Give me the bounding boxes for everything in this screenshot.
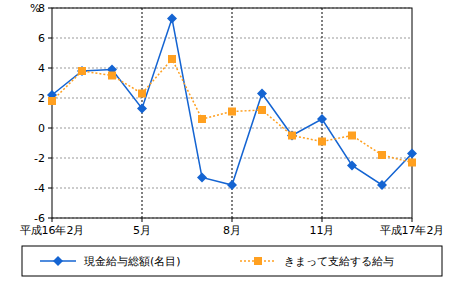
tick (48, 218, 52, 219)
point (168, 55, 176, 63)
point (197, 173, 207, 183)
point (378, 151, 386, 159)
point (108, 72, 116, 80)
tick (48, 8, 52, 9)
point (377, 180, 387, 190)
tick-label: 5月 (133, 224, 151, 237)
point (138, 90, 146, 98)
tick (52, 218, 53, 222)
axis-label: % (30, 2, 40, 15)
point (258, 106, 266, 114)
tick (48, 68, 52, 69)
point (77, 66, 87, 76)
tick-label: -2 (34, 152, 45, 165)
legend: 現金給与総額(名目) きまって支給する給与 (22, 246, 442, 276)
point (287, 131, 297, 141)
tick-label: 4 (38, 62, 45, 75)
point (407, 149, 417, 159)
tick-label: -4 (34, 182, 45, 195)
point (257, 89, 267, 99)
point (347, 161, 357, 171)
legend-label: きまって支給する給与 (284, 255, 394, 268)
point (317, 114, 327, 124)
point (78, 67, 86, 75)
point (408, 159, 416, 167)
tick-label: 平成16年2月 (20, 224, 85, 237)
tick (48, 158, 52, 159)
point (198, 115, 206, 123)
point (227, 180, 237, 190)
tick (322, 218, 323, 222)
tick (412, 218, 413, 222)
point (288, 132, 296, 140)
point (167, 14, 177, 24)
tick-label: 平成17年2月 (380, 224, 445, 237)
point (137, 104, 147, 114)
legend-marker (53, 256, 63, 266)
chart: -6-4-202468%平成16年2月5月8月11月平成17年2月現金給与総額(… (0, 0, 453, 285)
point (48, 97, 56, 105)
plot-frame (52, 8, 412, 218)
tick (48, 128, 52, 129)
grid-line (322, 8, 323, 218)
series-line (52, 59, 412, 163)
series-line (52, 19, 412, 186)
plot-area (47, 14, 417, 191)
tick (48, 188, 52, 189)
point (318, 138, 326, 146)
point (348, 132, 356, 140)
tick (48, 38, 52, 39)
tick (232, 218, 233, 222)
legend-label: 現金給与総額(名目) (84, 255, 181, 268)
tick-label: 2 (38, 92, 45, 105)
tick-label: 6 (38, 32, 45, 45)
tick-label: 0 (38, 122, 45, 135)
point (228, 108, 236, 116)
legend-box (22, 246, 442, 276)
tick-label: 11月 (310, 224, 335, 237)
tick (142, 218, 143, 222)
legend-marker (254, 257, 262, 265)
tick-label: 8月 (223, 224, 241, 237)
